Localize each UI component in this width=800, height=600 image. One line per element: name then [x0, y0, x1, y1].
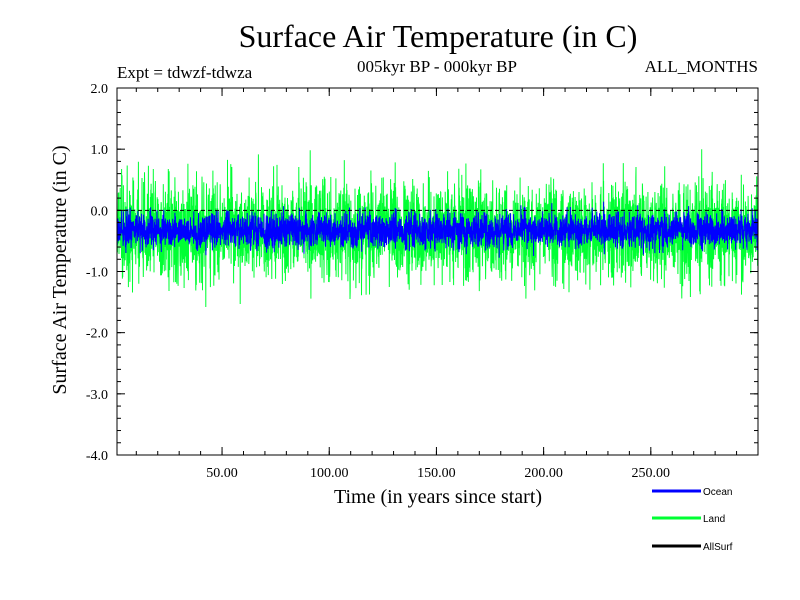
series-ocean-line: [116, 201, 759, 258]
y-tick-label: 1.0: [91, 143, 109, 158]
x-tick-label: 200.00: [524, 466, 563, 481]
x-axis-label: Time (in years since start): [334, 486, 542, 508]
axes: -4.0 -3.0 -2.0 -1.0 0.0 1.0 2.0 50.00 100.00 150.…: [86, 82, 759, 481]
y-tick-label: -3.0: [86, 388, 108, 403]
y-tick-label: -4.0: [86, 449, 108, 464]
x-tick-label: 250.00: [632, 466, 671, 481]
y-axis-label: Surface Air Temperature (in C): [49, 145, 71, 394]
legend-label-allsurf: AllSurf: [703, 542, 733, 553]
plot-area: [116, 149, 759, 308]
y-tick-label: -2.0: [86, 327, 108, 342]
x-tick-label: 150.00: [417, 466, 456, 481]
x-tick-label: 100.00: [310, 466, 349, 481]
months-label: ALL_MONTHS: [645, 57, 758, 76]
period-label: 005kyr BP - 000kyr BP: [357, 57, 517, 76]
legend-label-land: Land: [703, 514, 725, 525]
legend: Ocean Land AllSurf: [652, 487, 733, 553]
chart-title: Surface Air Temperature (in C): [239, 18, 638, 54]
y-tick-label: 2.0: [91, 82, 109, 97]
y-tick-label: 0.0: [91, 204, 109, 219]
y-tick-label: -1.0: [86, 266, 108, 281]
x-tick-label: 50.00: [206, 466, 238, 481]
legend-label-ocean: Ocean: [703, 487, 732, 498]
experiment-label: Expt = tdwzf-tdwza: [117, 63, 253, 82]
